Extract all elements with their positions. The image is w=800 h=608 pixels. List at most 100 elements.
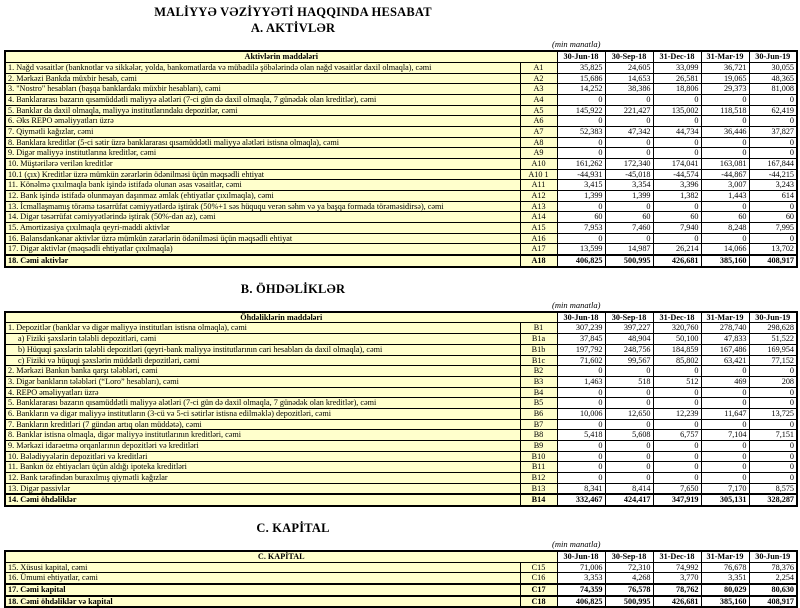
value-cell: 0 <box>556 115 606 128</box>
value-cell: 76,678 <box>700 561 750 574</box>
row-code-cell: B3 <box>519 375 558 388</box>
row-code-cell: A14 <box>519 211 558 224</box>
value-cell: 26,581 <box>652 72 702 85</box>
row-label-cell: 1. Nağd vəsaitlər (banknotlar və sikkələ… <box>4 62 521 74</box>
value-cell: 0 <box>652 418 702 431</box>
value-cell: 14,252 <box>556 83 606 96</box>
row-label-cell: 5. Banklar da daxil olmaqla, maliyyə ins… <box>4 104 521 117</box>
table-row: 8. Banklar istisna olmaqla, digər maliyy… <box>4 429 798 441</box>
value-cell: 347,919 <box>652 493 702 507</box>
table-head: C. KAPİTAL 30-Jun-18 30-Sep-18 31-Dec-18 31-… <box>4 550 798 563</box>
table-row: 8. Banklara kreditlər (5-ci sətir üzrə b… <box>4 136 798 149</box>
value-cell: 13,702 <box>748 243 798 256</box>
value-cell: 0 <box>556 450 606 463</box>
report-sections: A. AKTİVLƏR (min manatla) Aktivlərin maddə… <box>0 21 800 608</box>
value-cell: 169,954 <box>748 343 798 356</box>
row-code-cell: B8 <box>519 429 558 441</box>
value-cell: 48,904 <box>604 333 654 345</box>
date-column-header: 30-Jun-19 <box>748 311 798 324</box>
value-cell: 60 <box>556 211 606 224</box>
value-cell: 385,160 <box>700 594 750 608</box>
row-code-cell: A17 <box>519 243 558 256</box>
value-cell: 0 <box>748 200 798 213</box>
row-label-cell: 15. Amortizasiya çıxılmaqla qeyri-maddi … <box>4 222 521 234</box>
value-cell: 426,681 <box>652 594 702 608</box>
statement-table-b: Öhdəliklərin maddələri 30-Jun-18 30-Sep-18… <box>4 310 799 507</box>
value-cell: 0 <box>556 386 606 399</box>
value-cell: 0 <box>604 200 654 213</box>
row-label-cell: 18. Cəmi aktivlər <box>4 254 521 268</box>
value-cell: 12,650 <box>604 407 654 420</box>
row-label-cell: 7. Bankların kreditləri (7 gündən artıq … <box>4 418 521 431</box>
value-cell: 0 <box>748 450 798 463</box>
row-label-cell: 6. Əks REPO əməliyyatları üzrə <box>4 115 521 128</box>
value-cell: 10,006 <box>556 407 606 420</box>
value-cell: 135,002 <box>652 104 702 117</box>
value-cell: 74,992 <box>652 561 702 574</box>
value-cell: 184,859 <box>652 343 702 356</box>
value-cell: 19,065 <box>700 72 750 85</box>
value-cell: 52,383 <box>556 126 606 138</box>
value-cell: 76,578 <box>604 582 654 597</box>
value-cell: 0 <box>604 418 654 431</box>
table-row: 2. Mərkəzi Bankda müxbir hesab, cəmi A2 15… <box>4 72 798 85</box>
value-cell: 7,104 <box>700 429 750 441</box>
value-cell: 248,756 <box>604 343 654 356</box>
statement-table-a: Aktivlərin maddələri 30-Jun-18 30-Sep-18 31… <box>4 50 799 268</box>
value-cell: 406,825 <box>556 594 606 608</box>
value-cell: 8,341 <box>556 482 606 495</box>
value-cell: 0 <box>700 232 750 245</box>
value-cell: 406,825 <box>556 254 606 268</box>
value-cell: 7,460 <box>604 222 654 234</box>
value-cell: 0 <box>556 471 606 484</box>
value-cell: 0 <box>700 471 750 484</box>
value-cell: 3,243 <box>748 179 798 192</box>
section-heading-c: C. KAPİTAL <box>256 520 330 535</box>
value-cell: 518 <box>604 375 654 388</box>
value-cell: 0 <box>748 94 798 106</box>
items-header: C. KAPİTAL <box>4 550 558 563</box>
value-cell: -44,215 <box>748 168 798 181</box>
value-cell: 0 <box>652 461 702 473</box>
value-cell: 36,721 <box>700 62 750 74</box>
row-label-cell: 4. REPO əməliyyatları üzrə <box>4 386 521 399</box>
value-cell: 0 <box>748 461 798 473</box>
value-cell: 221,427 <box>604 104 654 117</box>
row-code-cell: A10 <box>519 158 558 170</box>
value-cell: 0 <box>700 136 750 149</box>
date-column-header: 30-Jun-18 <box>556 311 606 324</box>
row-label-cell: 16. Balansdankənar aktivlər üzrə mümkün … <box>4 232 521 245</box>
value-cell: 0 <box>700 94 750 106</box>
row-label-cell: 10. Müştərilərə verilən kreditlər <box>4 158 521 170</box>
table-row: 6. Bankların və digər maliyyə institutla… <box>4 407 798 420</box>
row-code-cell: A4 <box>519 94 558 106</box>
date-column-header: 31-Mar-19 <box>700 550 750 563</box>
value-cell: 167,486 <box>700 343 750 356</box>
value-cell: 1,399 <box>556 190 606 202</box>
table-row: 13. İcmallaşmamış törəmə təsərrüfat cəmi… <box>4 200 798 213</box>
value-cell: 172,340 <box>604 158 654 170</box>
row-label-cell: 9. Mərkəzi idarəetmə orqanlarının depozi… <box>4 439 521 452</box>
value-cell: -44,574 <box>652 168 702 181</box>
value-cell: 0 <box>652 450 702 463</box>
row-label-cell: c) Fiziki və hüquqi şəxslərin müddətli d… <box>4 354 521 367</box>
total-row: 18. Cəmi öhdəliklər və kapital C18 406,825… <box>4 594 798 608</box>
value-cell: 5,418 <box>556 429 606 441</box>
value-cell: 500,995 <box>604 594 654 608</box>
value-cell: 298,628 <box>748 322 798 335</box>
date-column-header: 30-Sep-18 <box>604 311 654 324</box>
value-cell: 161,262 <box>556 158 606 170</box>
value-cell: 0 <box>700 147 750 160</box>
value-cell: 0 <box>604 365 654 377</box>
value-cell: 1,382 <box>652 190 702 202</box>
value-cell: 24,605 <box>604 62 654 74</box>
value-cell: 71,006 <box>556 561 606 574</box>
value-cell: 0 <box>700 397 750 409</box>
table-row: 1. Depozitlər (banklar və digər maliyyə … <box>4 322 798 335</box>
value-cell: 26,214 <box>652 243 702 256</box>
value-cell: 8,248 <box>700 222 750 234</box>
table-row: 7. Qiymətli kağızlar, cəmi A7 52,383 47,342… <box>4 126 798 138</box>
value-cell: 174,041 <box>652 158 702 170</box>
value-cell: 7,650 <box>652 482 702 495</box>
row-code-cell: B1c <box>519 354 558 367</box>
